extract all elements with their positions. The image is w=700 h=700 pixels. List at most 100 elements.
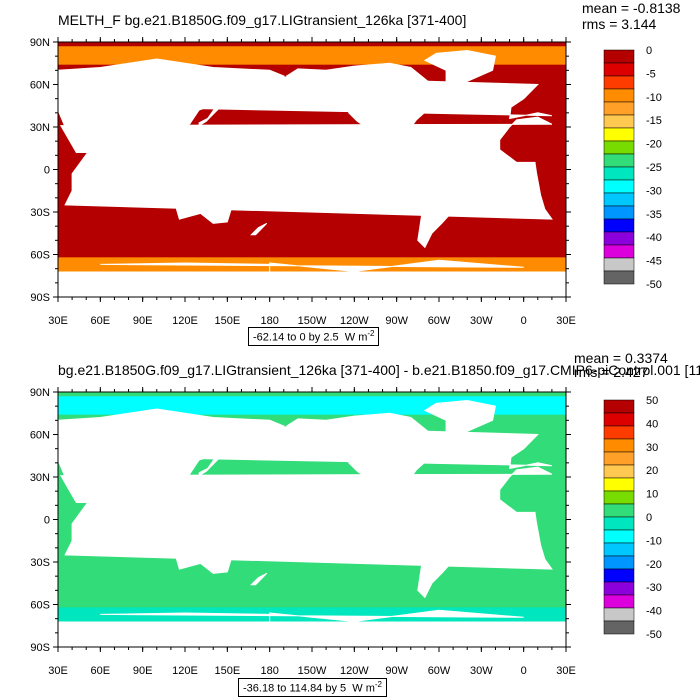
top-colorbar-segment [603,62,635,77]
bottom-lat-tick-label: 60S [30,600,50,612]
bottom-lon-tick-label: 60W [428,665,451,677]
bottom-colorbar-segment [603,477,635,492]
bottom-lon-tick-label: 30E [48,665,68,677]
bottom-lon-tick-label: 150E [214,665,240,677]
top-colorbar-label: -50 [646,279,662,291]
top-land-north-america [285,62,447,158]
top-colorbar-label: -25 [646,162,662,174]
top-land-antarctica-band [58,271,566,297]
bottom-colorbar-segment [603,620,635,635]
bottom-units-text: W m [352,682,375,695]
top-lon-tick-label: 120E [172,315,198,327]
bottom-range-label: -36.18 to 114.84 by 5 W m-2 [238,678,388,697]
top-lon-tick-label: 60W [428,315,451,327]
top-colorbar-segment [603,205,635,220]
top-lat-tick-label: 30S [30,207,50,219]
bottom-colorbar-label: -40 [646,606,662,618]
top-colorbar-segment [603,88,635,103]
bottom-colorbar-label: 10 [646,489,658,501]
top-land-australia [176,184,233,224]
top-lon-tick-label: 90E [133,315,153,327]
bottom-lat-tick-label: 30N [30,472,50,484]
bottom-land-indonesia [148,511,228,535]
bottom-colorbar-label: -30 [646,582,662,594]
bottom-lon-tick-label: 90W [385,665,408,677]
top-units-text: W m [344,331,368,344]
bottom-land-australia [176,534,233,574]
bottom-colorbar-segment [603,516,635,531]
top-colorbar-segment [603,192,635,207]
top-colorbar-label: 0 [646,45,652,57]
bottom-colorbar-label: 0 [646,512,652,524]
top-lat-tick-label: 60N [30,80,50,92]
bottom-map-panel: bg.e21.B1850G.f09_g17.LIGtransient_126ka… [0,350,700,700]
top-lon-tick-label: 180 [260,315,278,327]
top-colorbar-segment [603,179,635,194]
top-colorbar-segment [603,257,635,272]
bottom-colorbar-segment [603,399,635,414]
bottom-lat-tick-label: 90N [30,387,50,399]
top-colorbar-label: -10 [646,92,662,104]
bottom-lon-tick-label: 150W [298,665,327,677]
bottom-land-new-zealand [250,572,268,586]
top-colorbar-label: -20 [646,139,662,151]
top-colorbar-segment [603,231,635,246]
bottom-colorbar-segment [603,529,635,544]
top-mean-stat: mean = -0.8138 [582,0,681,16]
top-colorbar-label: -5 [646,68,656,80]
bottom-colorbar-label: 20 [646,465,658,477]
top-rms-stat: rms = 3.144 [582,16,657,32]
top-colorbar-segment [603,244,635,259]
top-colorbar-label: -15 [646,115,662,127]
bottom-units-exponent: -2 [374,680,383,689]
bottom-lat-tick-label: 30S [30,557,50,569]
top-colorbar-segment [603,153,635,168]
bottom-colorbar-segment [603,451,635,466]
bottom-land-greenland [423,399,496,435]
top-units-exponent: -2 [367,329,375,338]
bottom-colorbar-label: -50 [646,629,662,641]
bottom-map-title: bg.e21.B1850G.f09_g17.LIGtransient_126ka… [58,362,700,378]
bottom-lon-tick-label: 90E [133,665,153,677]
bottom-lat-tick-label: 0 [44,515,50,527]
bottom-lon-tick-label: 30E [556,665,576,677]
top-land-uk [514,86,526,100]
bottom-lat-tick-label: 90S [30,642,50,654]
bottom-mean-stat: mean = 0.3374 [574,350,668,366]
bottom-colorbar-segment [603,464,635,479]
bottom-land-antarctica-band [58,621,566,647]
top-colorbar-label: -40 [646,232,662,244]
bottom-colorbar-segment [603,555,635,570]
bottom-lon-tick-label: 30W [470,665,493,677]
top-range-text: -62.14 to 0 by 2.5 [253,331,339,344]
bottom-colorbar-segment [603,425,635,440]
bottom-land-uk [514,436,526,450]
bottom-lon-tick-label: 60E [91,665,111,677]
bottom-lon-tick-label: 0 [521,665,527,677]
top-lon-tick-label: 60E [91,315,111,327]
bottom-land-north-america [285,412,447,508]
bottom-lon-tick-label: 120W [340,665,369,677]
top-map-plot: 90N 60N 30N 0 30S 60S 90S 30E 60E 90E 120E 150E 180 1… [30,37,662,327]
top-lat-tick-label: 30N [30,122,50,134]
bottom-colorbar-segment [603,607,635,622]
bottom-colorbar-label: -10 [646,535,662,547]
bottom-range-text: -36.18 to 114.84 by 5 [243,682,347,695]
top-lon-tick-label: 30W [470,315,493,327]
top-lon-tick-label: 120W [340,315,369,327]
top-lon-tick-label: 150E [214,315,240,327]
top-lon-tick-label: 30E [48,315,68,327]
top-map-title: MELTH_F bg.e21.B1850G.f09_g17.LIGtransie… [58,12,467,28]
bottom-colorbar-segment [603,490,635,505]
bottom-colorbar-label: 40 [646,418,658,430]
top-lat-tick-label: 0 [44,165,50,177]
bottom-colorbar-segment [603,412,635,427]
top-colorbar-segment [603,101,635,116]
top-lon-tick-label: 150W [298,315,327,327]
top-colorbar-segment [603,114,635,129]
top-range-label: -62.14 to 0 by 2.5 W m-2 [248,327,380,346]
top-land-greenland [423,49,496,85]
bottom-colorbar-segment [603,594,635,609]
bottom-land-madagascar [77,535,87,556]
top-land-indonesia [148,161,228,185]
